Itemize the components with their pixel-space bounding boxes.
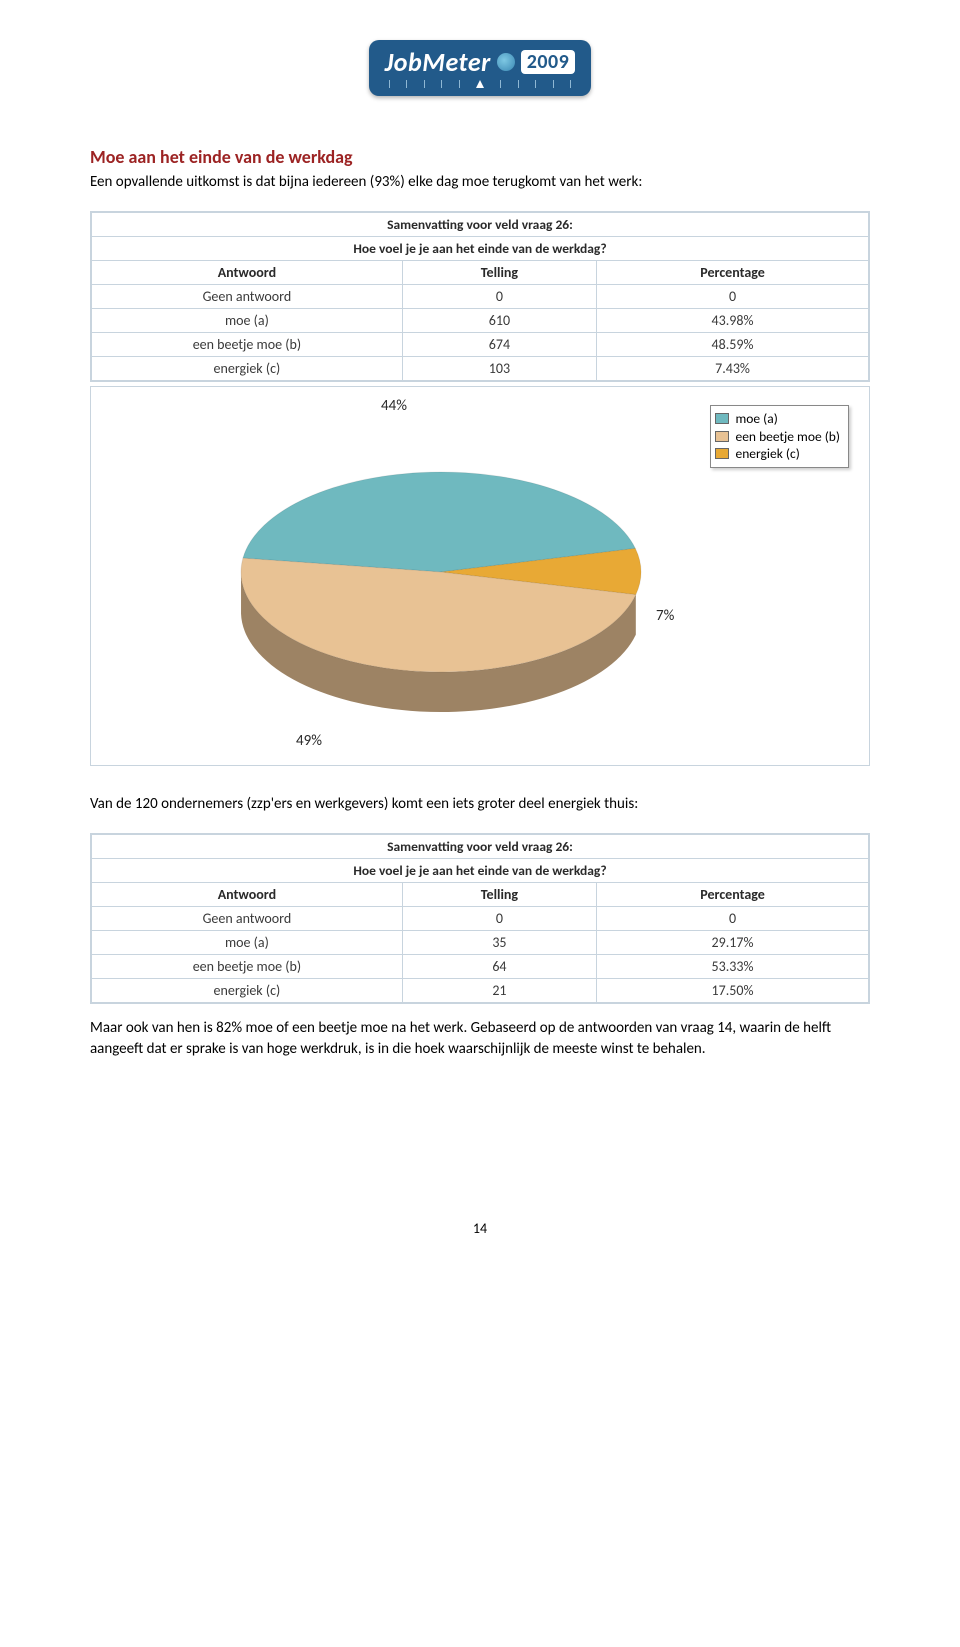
pie-slice-label-3: 7%	[656, 607, 674, 625]
intro-paragraph: Een opvallende uitkomst is dat bijna ied…	[90, 172, 870, 193]
col-header: Percentage	[597, 261, 869, 285]
cell: energiek (c)	[92, 979, 403, 1003]
closing-paragraph: Maar ook van hen is 82% moe of een beetj…	[90, 1018, 870, 1060]
logo-wrap: JobMeter 2009	[90, 40, 870, 96]
cell: 48.59%	[597, 333, 869, 357]
page: JobMeter 2009 Moe aan het einde van de w…	[0, 0, 960, 1297]
cell: 0	[402, 285, 596, 309]
jobmeter-logo: JobMeter 2009	[369, 40, 592, 96]
legend-label: energiek (c)	[735, 445, 799, 463]
table-row: een beetje moe (b) 674 48.59%	[92, 333, 869, 357]
pie-svg	[231, 452, 651, 732]
table-row: moe (a) 610 43.98%	[92, 309, 869, 333]
pie-slice-label-2: 49%	[296, 732, 322, 750]
table2-caption1: Samenvatting voor veld vraag 26:	[92, 835, 869, 859]
logo-ticks	[385, 80, 576, 88]
cell: 0	[402, 907, 596, 931]
table-row: energiek (c) 103 7.43%	[92, 357, 869, 381]
col-header: Telling	[402, 883, 596, 907]
cell: 64	[402, 955, 596, 979]
cell: 103	[402, 357, 596, 381]
section-heading: Moe aan het einde van de werkdag	[90, 146, 870, 168]
legend-item: moe (a)	[715, 410, 840, 428]
legend: moe (a) een beetje moe (b) energiek (c)	[710, 405, 849, 468]
table-row: Geen antwoord 0 0	[92, 907, 869, 931]
table-row: Samenvatting voor veld vraag 26:	[92, 835, 869, 859]
cell: 7.43%	[597, 357, 869, 381]
table2-wrap: Samenvatting voor veld vraag 26: Hoe voe…	[90, 833, 870, 1004]
legend-swatch	[715, 448, 729, 459]
cell: moe (a)	[92, 309, 403, 333]
cell: 21	[402, 979, 596, 1003]
table1-wrap: Samenvatting voor veld vraag 26: Hoe voe…	[90, 211, 870, 382]
legend-label: een beetje moe (b)	[735, 428, 840, 446]
table2-caption2: Hoe voel je je aan het einde van de werk…	[92, 859, 869, 883]
page-number: 14	[90, 1220, 870, 1237]
col-header: Antwoord	[92, 261, 403, 285]
table-row: Antwoord Telling Percentage	[92, 261, 869, 285]
table1-caption1: Samenvatting voor veld vraag 26:	[92, 213, 869, 237]
logo-year: 2009	[521, 50, 576, 74]
legend-item: energiek (c)	[715, 445, 840, 463]
logo-text: JobMeter 2009	[385, 46, 576, 78]
cell: 35	[402, 931, 596, 955]
legend-swatch	[715, 413, 729, 424]
summary-table-2: Samenvatting voor veld vraag 26: Hoe voe…	[91, 834, 869, 1003]
table-row: Antwoord Telling Percentage	[92, 883, 869, 907]
cell: 0	[597, 907, 869, 931]
col-header: Antwoord	[92, 883, 403, 907]
cell: 29.17%	[597, 931, 869, 955]
table-row: moe (a) 35 29.17%	[92, 931, 869, 955]
summary-table-1: Samenvatting voor veld vraag 26: Hoe voe…	[91, 212, 869, 381]
table-row: Hoe voel je je aan het einde van de werk…	[92, 237, 869, 261]
col-header: Percentage	[597, 883, 869, 907]
cell: moe (a)	[92, 931, 403, 955]
table-row: een beetje moe (b) 64 53.33%	[92, 955, 869, 979]
col-header: Telling	[402, 261, 596, 285]
table1-caption2: Hoe voel je je aan het einde van de werk…	[92, 237, 869, 261]
pie-slice-label-1: 44%	[381, 397, 407, 415]
pie-svg-wrap	[231, 452, 651, 732]
legend-item: een beetje moe (b)	[715, 428, 840, 446]
cell: 53.33%	[597, 955, 869, 979]
legend-label: moe (a)	[735, 410, 777, 428]
cell: een beetje moe (b)	[92, 333, 403, 357]
mid-paragraph: Van de 120 ondernemers (zzp'ers en werkg…	[90, 794, 870, 815]
cell: 43.98%	[597, 309, 869, 333]
table-row: Hoe voel je je aan het einde van de werk…	[92, 859, 869, 883]
pie-chart: 44% 7% 49% moe (a) een beetje moe (b) en…	[90, 386, 870, 766]
cell: Geen antwoord	[92, 907, 403, 931]
cell: Geen antwoord	[92, 285, 403, 309]
cell: 674	[402, 333, 596, 357]
cell: 17.50%	[597, 979, 869, 1003]
cell: 0	[597, 285, 869, 309]
legend-swatch	[715, 431, 729, 442]
cell: energiek (c)	[92, 357, 403, 381]
logo-brand: JobMeter	[385, 46, 491, 78]
table-row: Geen antwoord 0 0	[92, 285, 869, 309]
table-row: Samenvatting voor veld vraag 26:	[92, 213, 869, 237]
table-row: energiek (c) 21 17.50%	[92, 979, 869, 1003]
logo-swirl-icon	[497, 53, 515, 71]
cell: 610	[402, 309, 596, 333]
cell: een beetje moe (b)	[92, 955, 403, 979]
